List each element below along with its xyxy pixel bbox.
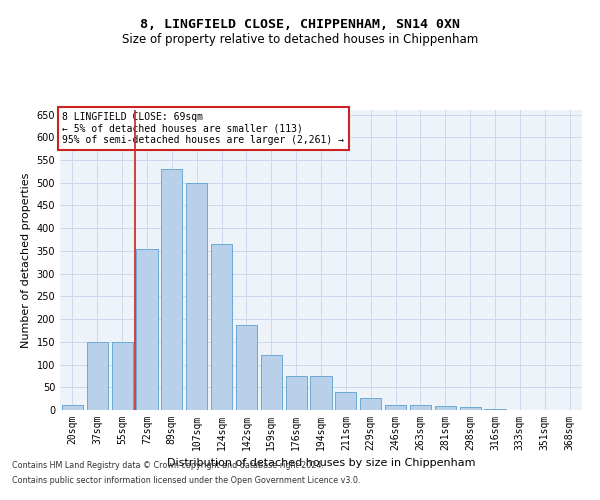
- Bar: [87, 342, 108, 410]
- Bar: [335, 392, 356, 410]
- Bar: [385, 404, 406, 410]
- Bar: [236, 324, 257, 410]
- Bar: [161, 169, 182, 410]
- Bar: [211, 244, 232, 410]
- Bar: [484, 409, 506, 410]
- Bar: [410, 404, 431, 410]
- Bar: [62, 404, 83, 410]
- Text: Contains HM Land Registry data © Crown copyright and database right 2024.: Contains HM Land Registry data © Crown c…: [12, 461, 324, 470]
- Y-axis label: Number of detached properties: Number of detached properties: [21, 172, 31, 348]
- Bar: [112, 342, 133, 410]
- Bar: [286, 376, 307, 410]
- X-axis label: Distribution of detached houses by size in Chippenham: Distribution of detached houses by size …: [167, 458, 475, 468]
- Bar: [435, 406, 456, 410]
- Text: 8, LINGFIELD CLOSE, CHIPPENHAM, SN14 0XN: 8, LINGFIELD CLOSE, CHIPPENHAM, SN14 0XN: [140, 18, 460, 30]
- Bar: [261, 356, 282, 410]
- Bar: [310, 376, 332, 410]
- Bar: [136, 248, 158, 410]
- Bar: [460, 407, 481, 410]
- Text: Contains public sector information licensed under the Open Government Licence v3: Contains public sector information licen…: [12, 476, 361, 485]
- Bar: [360, 398, 381, 410]
- Text: Size of property relative to detached houses in Chippenham: Size of property relative to detached ho…: [122, 32, 478, 46]
- Text: 8 LINGFIELD CLOSE: 69sqm
← 5% of detached houses are smaller (113)
95% of semi-d: 8 LINGFIELD CLOSE: 69sqm ← 5% of detache…: [62, 112, 344, 146]
- Bar: [186, 182, 207, 410]
